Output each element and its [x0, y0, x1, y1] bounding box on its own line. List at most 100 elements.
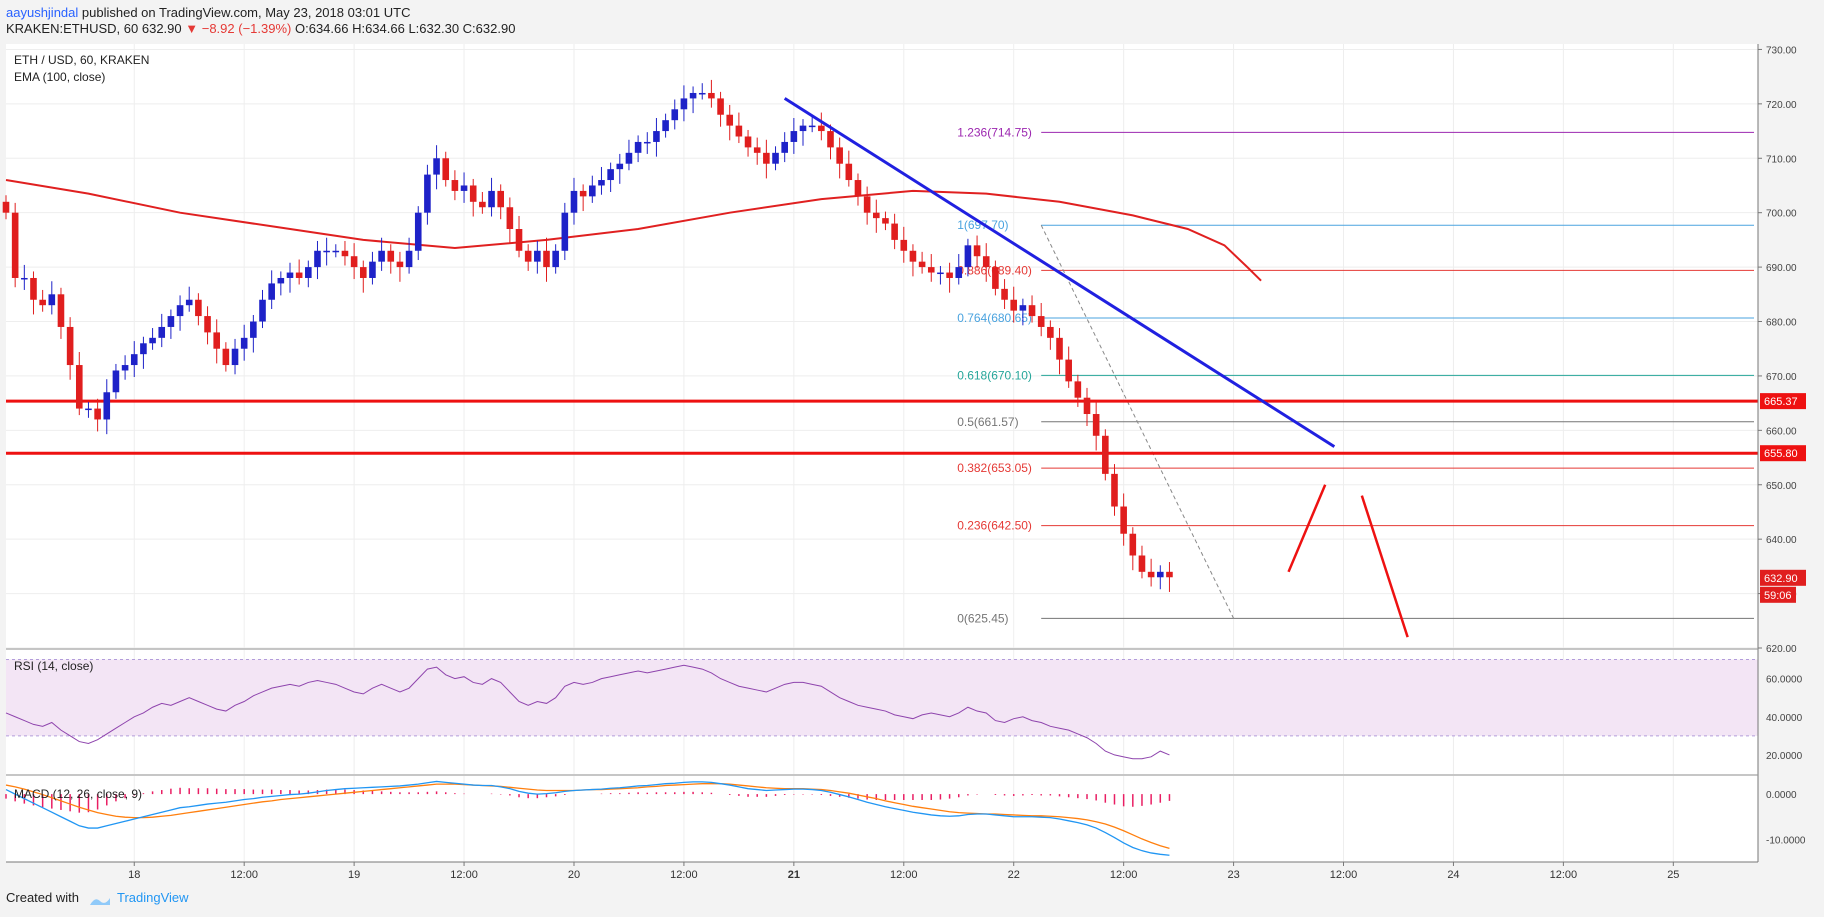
candle-body [414, 212, 422, 251]
candle-body [369, 261, 376, 278]
candle-body [552, 250, 559, 268]
candle-body [845, 163, 853, 181]
candle-body [1092, 414, 1100, 436]
candle-body [1065, 359, 1072, 382]
macd-label: MACD (12, 26, close, 9) [14, 787, 142, 801]
candle-body [103, 392, 111, 420]
candle-body [424, 174, 431, 213]
x-tick-label: 21 [788, 869, 800, 881]
candle-body [1037, 316, 1045, 327]
candle-body [149, 337, 156, 344]
candle-body [94, 408, 101, 420]
candle-body [589, 185, 596, 197]
x-tick-label: 25 [1667, 869, 1679, 881]
candle-body [763, 152, 770, 164]
candle-body [213, 332, 221, 349]
last-price-badge-label: 632.90 [1764, 573, 1798, 585]
candle-body [11, 212, 19, 278]
x-tick-label: 18 [128, 869, 140, 881]
fib-level-label: 0.382(653.05) [957, 461, 1032, 475]
candle-body [21, 277, 28, 280]
candle-body [698, 92, 706, 95]
candle-body [240, 337, 248, 349]
countdown-badge [1760, 586, 1796, 603]
candle-body [808, 125, 816, 128]
x-tick-label: 12:00 [1330, 869, 1358, 881]
candle-body [1056, 337, 1063, 360]
resistance-price-badge [1760, 393, 1806, 410]
projection-up-line [1287, 484, 1327, 573]
candle-body [680, 98, 688, 110]
macd-tick-label: 0.0000 [1766, 790, 1797, 801]
candle-body [185, 299, 193, 306]
tradingview-link[interactable]: TradingView [117, 890, 189, 905]
y-tick-label: 660.00 [1766, 426, 1797, 437]
author-link[interactable]: aayushjindal [6, 5, 79, 20]
candle-body [1019, 305, 1027, 311]
candle-body [469, 185, 477, 202]
drawings[interactable] [783, 97, 1409, 638]
candle-body [643, 141, 651, 144]
footer: Created with TradingView [6, 890, 189, 905]
x-tick-label: 23 [1227, 869, 1239, 881]
candle-body [561, 212, 569, 251]
candle-body [112, 370, 120, 393]
candle-body [305, 267, 312, 278]
candle-body [579, 190, 587, 197]
y-tick-label: 620.00 [1766, 644, 1797, 655]
x-tick-label: 12:00 [1550, 869, 1578, 881]
rsi-band [6, 659, 1758, 737]
publish-line: aayushjindal published on TradingView.co… [6, 5, 410, 20]
price-change: ▼ −8.92 (−1.39%) [185, 21, 292, 36]
candle-body [689, 92, 697, 99]
candle-body [1120, 506, 1127, 534]
candle-body [314, 250, 321, 268]
macd-series [5, 780, 1171, 856]
chart-title: ETH / USD, 60, KRAKEN [14, 53, 149, 67]
resistance-price-badge-label: 655.80 [1764, 448, 1798, 460]
candle-body [1147, 571, 1155, 578]
candle-body [836, 147, 843, 164]
rsi-polyline [5, 664, 1170, 760]
pane-labels: ETH / USD, 60, KRAKEN EMA (100, close) R… [14, 53, 149, 801]
candle-body [259, 299, 266, 322]
candle-body [158, 326, 166, 338]
candle-body [85, 408, 92, 411]
candle-body [1111, 473, 1118, 507]
macd-line-polyline [5, 780, 1170, 856]
candle-body [405, 250, 413, 268]
fib-level-label: 0.236(642.50) [957, 519, 1032, 533]
candle-body [708, 92, 715, 99]
candle-body [946, 272, 953, 278]
rsi-tick-label: 20.0000 [1766, 751, 1803, 762]
candle-body [479, 201, 486, 208]
candle-body [662, 120, 669, 132]
candle-body [341, 250, 349, 257]
candle-body [378, 250, 385, 262]
y-tick-label: 710.00 [1766, 154, 1797, 165]
x-tick-label: 20 [568, 869, 580, 881]
rsi-tick-label: 40.0000 [1766, 713, 1803, 724]
candle-body [534, 250, 541, 262]
candle-body [48, 294, 56, 306]
candle-body [488, 190, 495, 208]
x-tick-label: 12:00 [230, 869, 258, 881]
fib-level-label: 1.236(714.75) [957, 125, 1032, 139]
candle-body [992, 267, 999, 289]
rsi-series [5, 664, 1170, 760]
candle-body [359, 267, 367, 278]
fib-base-dashed-line [1040, 224, 1235, 619]
candle-body [909, 250, 917, 262]
created-with-text: Created with [6, 890, 79, 905]
candle-body [222, 348, 230, 366]
x-tick-label: 12:00 [1110, 869, 1138, 881]
candle-body [726, 114, 734, 126]
last-price-badge [1760, 569, 1806, 586]
candle-body [598, 180, 605, 186]
candle-body [39, 299, 46, 306]
candle-body [900, 239, 908, 251]
period: 60 [123, 21, 139, 36]
candle-body [772, 152, 779, 164]
candle-body [863, 196, 871, 213]
